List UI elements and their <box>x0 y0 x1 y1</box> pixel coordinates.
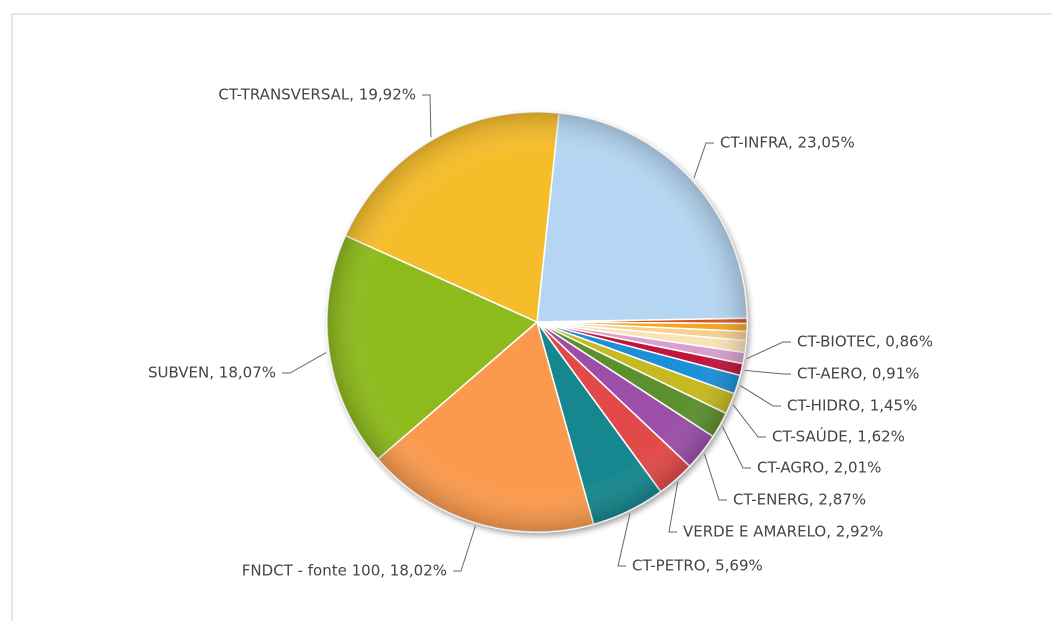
slice-label: CT-ENERG, 2,87% <box>733 491 866 509</box>
slice-label: VERDE E AMARELO, 2,92% <box>683 523 883 541</box>
slice-label: CT-BIOTEC, 0,86% <box>797 333 933 351</box>
slice-label: CT-INFRA, 23,05% <box>720 134 855 152</box>
leader-line <box>722 426 751 469</box>
slice-label: CT-HIDRO, 1,45% <box>787 397 917 415</box>
slice-label: FNDCT - fonte 100, 18,02% <box>242 562 447 580</box>
slice-label: CT-SAÚDE, 1,62% <box>772 427 905 446</box>
leader-line <box>617 513 631 567</box>
slice-label: CT-AGRO, 2,01% <box>757 459 881 477</box>
slice-label: CT-PETRO, 5,69% <box>632 557 763 575</box>
leader-line <box>740 385 781 407</box>
leader-line <box>744 369 791 375</box>
leader-line <box>703 453 727 501</box>
leader-line <box>693 142 714 179</box>
pie-slice <box>536 112 748 323</box>
leader-line <box>422 94 432 138</box>
slice-label: SUBVEN, 18,07% <box>148 364 276 382</box>
leader-line <box>282 352 327 374</box>
pie <box>326 111 748 533</box>
slice-label: CT-TRANSVERSAL, 19,92% <box>218 86 416 104</box>
leader-line <box>453 525 476 572</box>
leader-line <box>746 341 791 360</box>
slice-label: CT-AERO, 0,91% <box>797 365 920 383</box>
leader-line <box>732 404 766 438</box>
leader-line <box>668 481 679 533</box>
